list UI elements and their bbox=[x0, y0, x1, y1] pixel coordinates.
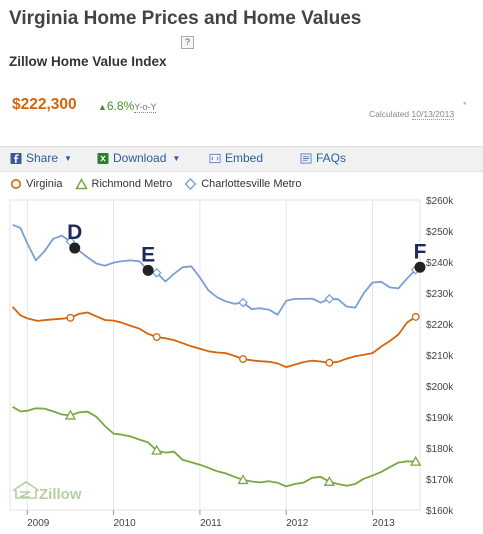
series-point-triangle[interactable] bbox=[64, 409, 77, 420]
diamond-marker-icon bbox=[184, 178, 197, 190]
y-tick-label: $230k bbox=[426, 289, 454, 300]
y-tick-label: $250k bbox=[426, 227, 454, 238]
series-point-circle[interactable] bbox=[411, 312, 420, 321]
annotation-dot bbox=[69, 242, 81, 254]
calculated-label: Calculated bbox=[369, 109, 410, 119]
y-tick-label: $240k bbox=[426, 258, 454, 269]
index-subtitle: Zillow Home Value Index bbox=[9, 54, 167, 69]
triangle-marker-icon bbox=[74, 178, 88, 190]
series-point-diamond[interactable] bbox=[151, 268, 162, 278]
chevron-down-icon: ▼ bbox=[172, 153, 181, 163]
legend-charlottesville[interactable]: Charlottesville Metro bbox=[184, 178, 301, 190]
y-tick-label: $170k bbox=[426, 475, 454, 486]
x-tick-label: 2010 bbox=[113, 518, 136, 529]
page-title: Virginia Home Prices and Home Values bbox=[9, 8, 362, 29]
y-axis: $160k $170k $180k $190k $200k $210k $220k $230k… bbox=[426, 196, 454, 517]
y-tick-label: $180k bbox=[426, 444, 454, 455]
y-tick-label: $220k bbox=[426, 320, 454, 331]
zillow-watermark: Zillow bbox=[12, 481, 82, 503]
series-line-0 bbox=[11, 306, 417, 369]
annotation-dot bbox=[142, 264, 154, 276]
series-point-triangle[interactable] bbox=[323, 475, 335, 486]
legend-virginia[interactable]: Virginia bbox=[10, 178, 63, 190]
series-point-circle[interactable] bbox=[325, 358, 334, 367]
share-label: Share bbox=[26, 151, 59, 165]
y-tick-label: $190k bbox=[426, 413, 454, 424]
legend-virginia-label: Virginia bbox=[26, 178, 63, 190]
embed-label: Embed bbox=[225, 151, 264, 165]
document-icon bbox=[300, 152, 312, 164]
series-line-1 bbox=[12, 406, 416, 488]
x-tick-label: 2012 bbox=[286, 518, 309, 529]
zillow-logo-icon bbox=[12, 481, 40, 499]
calculated-date: Calculated 10/13/2013 bbox=[369, 109, 455, 120]
chart-annotations: D E F bbox=[67, 221, 427, 276]
yoy-label[interactable]: Y-o-Y bbox=[134, 102, 157, 113]
annotation-label: F bbox=[414, 240, 427, 263]
share-button[interactable]: Share ▼ bbox=[10, 151, 72, 165]
chart-markers bbox=[64, 236, 422, 486]
y-tick-label: $210k bbox=[426, 351, 454, 362]
circle-marker-icon bbox=[11, 179, 21, 189]
calculated-date-value[interactable]: 10/13/2013 bbox=[411, 109, 455, 120]
faqs-button[interactable]: FAQs bbox=[300, 151, 346, 165]
yoy-change: ▲6.8%Y-o-Y bbox=[98, 99, 157, 113]
home-value-price: $222,300 bbox=[12, 96, 77, 113]
zillow-watermark-text: Zillow bbox=[39, 486, 82, 503]
excel-icon bbox=[97, 152, 109, 164]
download-label: Download bbox=[113, 151, 167, 165]
facebook-icon bbox=[10, 152, 22, 164]
series-point-triangle[interactable] bbox=[151, 444, 163, 455]
annotation-label: E bbox=[141, 243, 155, 266]
yoy-change-value: 6.8% bbox=[106, 99, 135, 113]
embed-button[interactable]: Embed bbox=[209, 151, 263, 165]
annotation-dot bbox=[414, 261, 426, 273]
series-point-triangle[interactable] bbox=[410, 455, 422, 466]
y-tick-label: $260k bbox=[426, 196, 454, 207]
legend-charlottesville-label: Charlottesville Metro bbox=[201, 178, 302, 190]
series-point-circle[interactable] bbox=[152, 333, 161, 341]
embed-code-icon bbox=[209, 153, 221, 163]
chart-legend: Virginia Richmond Metro Charlottesville … bbox=[10, 178, 313, 190]
download-button[interactable]: Download ▼ bbox=[97, 151, 180, 165]
series-point-diamond[interactable] bbox=[324, 294, 335, 304]
chevron-down-icon: ▼ bbox=[64, 153, 72, 163]
y-tick-label: $200k bbox=[426, 382, 454, 393]
x-axis: 2009 2010 2011 2012 2013 bbox=[26, 510, 395, 529]
legend-richmond-label: Richmond Metro bbox=[91, 178, 173, 190]
chart-toolbar: Share ▼ Download ▼ Embed FAQs bbox=[0, 146, 483, 172]
up-arrow-icon: ▲ bbox=[98, 102, 107, 112]
footnote-asterisk[interactable]: * bbox=[463, 100, 467, 110]
legend-richmond[interactable]: Richmond Metro bbox=[74, 178, 173, 190]
y-tick-label: $160k bbox=[426, 506, 454, 517]
faqs-label: FAQs bbox=[316, 151, 347, 165]
series-point-triangle[interactable] bbox=[237, 474, 249, 485]
series-point-diamond[interactable] bbox=[238, 297, 248, 308]
x-tick-label: 2011 bbox=[200, 518, 222, 529]
x-tick-label: 2013 bbox=[372, 518, 395, 529]
series-point-circle[interactable] bbox=[66, 313, 75, 322]
home-value-chart: DE F $160k$170k$180k$190k$200k$210k$220k$… bbox=[9, 196, 454, 529]
help-icon[interactable]: ? bbox=[181, 36, 194, 49]
x-tick-label: 2009 bbox=[27, 518, 50, 529]
series-point-circle[interactable] bbox=[239, 355, 248, 363]
annotation-label: D bbox=[67, 221, 82, 244]
